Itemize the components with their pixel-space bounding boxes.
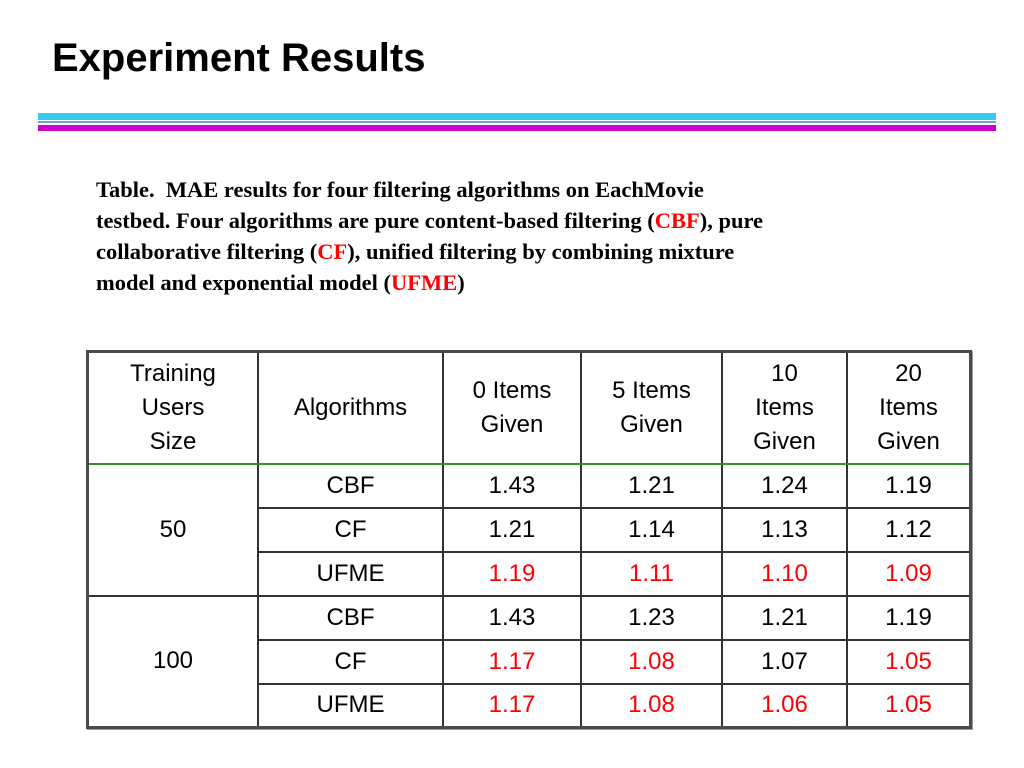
mae-value-cell: 1.10	[721, 550, 848, 597]
column-header: Algorithms	[257, 350, 444, 465]
mae-value-cell: 1.21	[721, 594, 848, 641]
mae-value-cell: 1.13	[721, 506, 848, 553]
mae-value-cell: 1.07	[721, 638, 848, 685]
mae-value-cell: 1.11	[580, 550, 723, 597]
table-row: UFME 1.19 1.11 1.10 1.09	[88, 550, 972, 597]
caption-line: model and exponential model (UFME)	[96, 267, 956, 298]
algorithm-cell: UFME	[257, 682, 444, 729]
table-row: CF 1.17 1.08 1.07 1.05	[88, 638, 972, 685]
algorithm-cell: UFME	[257, 550, 444, 597]
mae-value-cell: 1.14	[580, 506, 723, 553]
mae-value-cell: 1.05	[846, 638, 972, 685]
column-header: 20 Items Given	[846, 350, 972, 465]
caption-highlight: CBF	[654, 208, 700, 233]
mae-value-cell: 1.12	[846, 506, 972, 553]
table-head: Training Users Size Algorithms 0 Items Giv…	[86, 350, 972, 465]
caption-text: )	[457, 270, 465, 295]
table-row: UFME 1.17 1.08 1.06 1.05	[88, 682, 972, 729]
caption-text: ), pure	[699, 208, 764, 233]
column-header: 5 Items Given	[580, 350, 723, 465]
table-body: 50 CBF 1.43 1.21 1.24 1.19 CF 1.21 1.14 1.13 1.12 U…	[86, 462, 972, 729]
mae-value-cell: 1.43	[442, 594, 582, 641]
caption-text: collaborative filtering (	[96, 239, 318, 264]
caption-text: model and exponential model (	[96, 270, 392, 295]
mae-value-cell: 1.23	[580, 594, 723, 641]
results-table: Training Users Size Algorithms 0 Items Giv…	[86, 350, 972, 729]
algorithm-cell: CF	[257, 506, 444, 553]
mae-value-cell: 1.19	[846, 594, 972, 641]
mae-value-cell: 1.19	[442, 550, 582, 597]
column-header: Training Users Size	[86, 350, 259, 465]
caption-line: testbed. Four algorithms are pure conten…	[96, 205, 956, 236]
caption-highlight: UFME	[391, 270, 458, 295]
mae-value-cell: 1.05	[846, 682, 972, 729]
mae-value-cell: 1.19	[846, 462, 972, 509]
header-row: Training Users Size Algorithms 0 Items Giv…	[86, 350, 972, 465]
caption-text: testbed. Four algorithms are pure conten…	[96, 208, 655, 233]
table-row: 100 CBF 1.43 1.23 1.21 1.19	[86, 594, 972, 729]
mae-value-cell: 1.24	[721, 462, 848, 509]
table-row: 50 CBF 1.43 1.21 1.24 1.19	[86, 462, 972, 597]
title-rule-cyan	[38, 113, 996, 120]
table-caption: Table. MAE results for four filtering al…	[96, 174, 956, 298]
slide-title: Experiment Results	[52, 36, 426, 80]
mae-value-cell: 1.06	[721, 682, 848, 729]
mae-value-cell: 1.08	[580, 638, 723, 685]
mae-value-cell: 1.09	[846, 550, 972, 597]
algorithm-cell: CBF	[257, 594, 444, 641]
caption-line: collaborative filtering (CF), unified fi…	[96, 236, 956, 267]
mae-value-cell: 1.43	[442, 462, 582, 509]
title-rule-magenta	[38, 125, 996, 131]
algorithm-cell: CBF	[257, 462, 444, 509]
mae-value-cell: 1.17	[442, 682, 582, 729]
training-size-cell: 100	[86, 594, 259, 729]
caption-text: ), unified filtering by combining mixtur…	[347, 239, 735, 264]
mae-value-cell: 1.21	[442, 506, 582, 553]
title-rule-thin	[38, 121, 996, 123]
caption-line: Table. MAE results for four filtering al…	[96, 174, 956, 205]
table-row: CF 1.21 1.14 1.13 1.12	[88, 506, 972, 553]
mae-value-cell: 1.21	[580, 462, 723, 509]
caption-highlight: CF	[317, 239, 348, 264]
caption-text: Table. MAE results for four filtering al…	[96, 177, 704, 202]
mae-value-cell: 1.08	[580, 682, 723, 729]
algorithm-cell: CF	[257, 638, 444, 685]
column-header: 0 Items Given	[442, 350, 582, 465]
column-header: 10 Items Given	[721, 350, 848, 465]
training-size-cell: 50	[86, 462, 259, 597]
mae-value-cell: 1.17	[442, 638, 582, 685]
